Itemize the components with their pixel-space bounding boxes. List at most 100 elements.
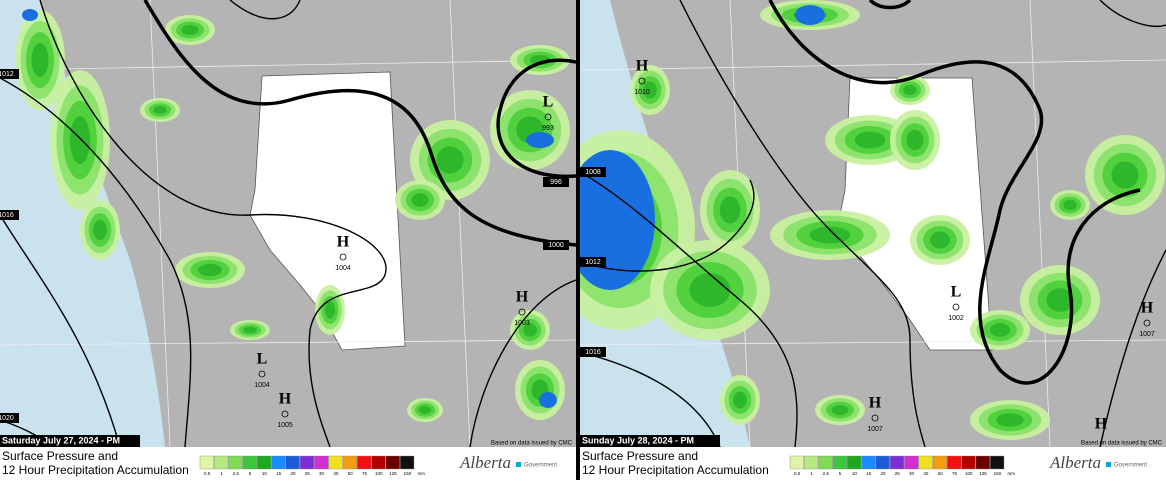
center-marker xyxy=(544,113,552,121)
isobar-label-box xyxy=(0,69,19,79)
precip xyxy=(989,323,1011,337)
legend-unit: mm xyxy=(1008,471,1016,476)
legend-label: 2.5 xyxy=(233,471,240,476)
precip xyxy=(181,24,199,36)
footer-title: 12 Hour Precipitation Accumulation xyxy=(582,463,769,477)
pressure-center: H xyxy=(279,391,292,408)
pressure-center: H xyxy=(636,58,649,75)
divider xyxy=(576,0,580,480)
legend-swatch xyxy=(875,455,890,470)
footer-title: Surface Pressure and xyxy=(582,449,698,463)
center-marker xyxy=(952,303,960,311)
legend-label: 20 xyxy=(880,471,886,476)
precip xyxy=(929,231,951,249)
legend-swatch xyxy=(818,455,833,470)
legend-label: 40 xyxy=(923,471,929,476)
precip xyxy=(69,116,91,164)
precip xyxy=(1063,199,1077,211)
legend-swatch xyxy=(861,455,876,470)
border xyxy=(0,339,576,346)
logo: Alberta xyxy=(1049,453,1101,472)
logo-sub: Government xyxy=(524,463,557,469)
isobar-label: 1012 xyxy=(0,71,14,78)
center-marker xyxy=(281,410,289,418)
pressure-center: L xyxy=(951,284,962,301)
center-marker xyxy=(1143,319,1151,327)
precip xyxy=(689,273,731,307)
legend-swatch xyxy=(257,455,272,470)
date-box xyxy=(0,435,140,447)
center-marker xyxy=(638,77,646,85)
isobar xyxy=(1099,249,1166,447)
precip-heavy xyxy=(795,5,825,25)
isobar-thick xyxy=(496,58,576,179)
isobar-label: 1016 xyxy=(585,349,601,356)
border xyxy=(449,0,471,447)
credit: Based on data issued by CMC xyxy=(1081,441,1163,447)
credit: Based on data issued by CMC xyxy=(491,441,573,447)
isobar-thick xyxy=(143,0,576,247)
logo: Alberta xyxy=(459,453,511,472)
map-panel: H1004L993H1003L1004H10051012101610209961… xyxy=(0,0,576,477)
footer-title: 12 Hour Precipitation Accumulation xyxy=(2,463,189,477)
isobar xyxy=(580,171,798,447)
precip xyxy=(854,131,886,149)
legend-swatch xyxy=(961,455,976,470)
center-marker xyxy=(518,308,526,316)
legend-swatch xyxy=(285,455,300,470)
pressure-center: H xyxy=(1095,416,1108,433)
isobar-label: 1000 xyxy=(548,242,564,249)
legend-label: 75 xyxy=(362,471,368,476)
precip xyxy=(719,196,741,224)
legend-swatch xyxy=(918,455,933,470)
legend-swatch xyxy=(789,455,805,470)
pressure-center: H xyxy=(337,234,350,251)
date-box xyxy=(580,435,720,447)
isobar xyxy=(469,279,576,447)
map xyxy=(580,0,1166,447)
isobar-label-box xyxy=(580,257,606,267)
pressure-center: L xyxy=(257,351,268,368)
pressure-center: H xyxy=(1141,300,1154,317)
legend-swatch xyxy=(990,455,1005,470)
isobar-label: 1020 xyxy=(0,415,14,422)
precip xyxy=(903,84,917,96)
legend-swatch xyxy=(904,455,919,470)
precip-heavy xyxy=(580,150,655,290)
border xyxy=(149,0,171,447)
legend-label: 1 xyxy=(810,471,813,476)
date: Sunday July 28, 2024 - PM xyxy=(582,435,694,445)
legend-label: 150 xyxy=(994,471,1002,476)
legend-unit: mm xyxy=(418,471,426,476)
isobar-label-box xyxy=(580,167,606,177)
legend-swatch xyxy=(314,455,329,470)
map-panel: H 1010 L 1002 H 1007 H 1007 H 1008 1012 1016 Sunday … xyxy=(580,0,1166,477)
isobar-label: 996 xyxy=(550,179,562,186)
legend-swatch xyxy=(832,455,847,470)
logo-mark xyxy=(516,462,521,467)
map xyxy=(0,0,576,447)
center-marker xyxy=(871,414,879,422)
isobar xyxy=(229,0,301,20)
footer-title: Surface Pressure and xyxy=(2,449,118,463)
legend-swatch xyxy=(847,455,862,470)
isobar-label-box xyxy=(543,177,569,187)
legend-label: 125 xyxy=(979,471,987,476)
isobar-label: 1012 xyxy=(585,259,601,266)
precip xyxy=(243,326,257,334)
isobar-thick xyxy=(768,0,1141,385)
border xyxy=(580,59,1166,71)
precip-heavy xyxy=(526,132,554,148)
precip xyxy=(153,105,167,115)
legend-swatch xyxy=(371,455,386,470)
isobar xyxy=(580,179,755,272)
legend-label: 2.5 xyxy=(823,471,830,476)
isobar xyxy=(580,351,721,447)
legend-label: 20 xyxy=(290,471,296,476)
alberta xyxy=(249,71,406,351)
legend-label: 150 xyxy=(404,471,412,476)
precip xyxy=(418,405,432,415)
border xyxy=(1029,0,1051,447)
legend-swatch xyxy=(385,455,400,470)
